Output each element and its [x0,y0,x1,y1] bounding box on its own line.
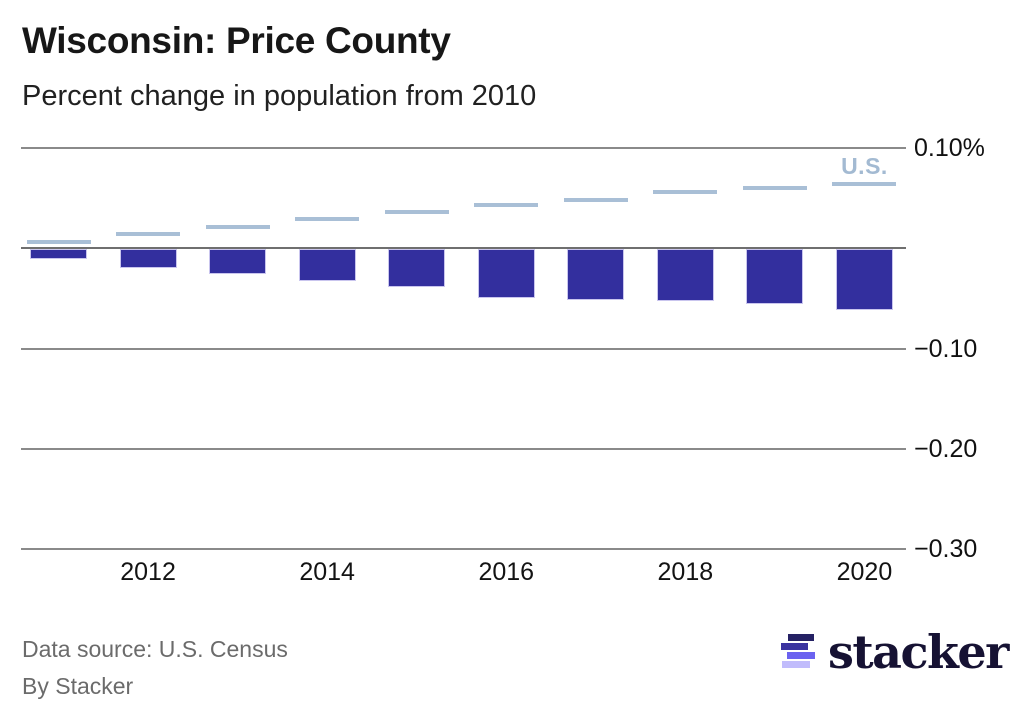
chart-subtitle: Percent change in population from 2010 [22,80,537,112]
us-marker-2011 [26,240,91,245]
stacker-logo: stacker [780,622,1009,682]
x-axis-tick-label: 2016 [478,558,535,586]
y-axis-tick-label: −0.30 [914,535,978,563]
gridline [21,147,906,149]
bar-2013 [209,249,267,275]
bar-2011 [30,249,87,260]
chart-title: Wisconsin: Price County [22,20,451,61]
gridline [21,548,906,550]
bar-2012 [119,249,177,269]
stacker-logo-bar [781,643,808,650]
stacker-logo-icon [780,632,816,670]
gridline [21,347,906,350]
zero-line [21,247,906,250]
us-marker-2015 [384,210,449,215]
stacker-logo-bar [787,652,815,659]
us-marker-2018 [653,190,718,195]
bar-2019 [746,249,804,305]
bar-2018 [656,249,714,302]
data-source-note: Data source: U.S. Census [22,636,288,662]
y-axis-tick-label: 0.10% [914,134,985,162]
us-series-label: U.S. [841,153,888,180]
x-axis-tick-label: 2018 [657,558,714,586]
bar-2016 [477,249,535,299]
x-axis-tick-label: 2020 [836,558,893,586]
gridline [21,447,906,450]
us-marker-2014 [295,217,360,222]
y-axis-tick-label: −0.10 [914,334,978,363]
us-marker-2019 [742,186,807,191]
byline: By Stacker [22,673,134,699]
us-marker-2013 [205,225,270,230]
bar-2015 [388,249,446,288]
stacker-wordmark: stacker [828,625,1009,679]
us-marker-2016 [474,203,539,208]
x-axis-tick-label: 2012 [120,558,176,586]
us-marker-2020 [832,182,897,187]
stacker-logo-bar [788,634,814,641]
stacker-logo-bar [782,661,810,668]
bar-2014 [298,249,356,282]
y-axis-tick-label: −0.20 [914,434,978,463]
bar-2020 [835,249,893,311]
x-axis-tick-label: 2014 [299,558,355,586]
us-marker-2017 [563,198,628,203]
bar-2017 [567,249,625,301]
us-marker-2012 [116,232,181,237]
